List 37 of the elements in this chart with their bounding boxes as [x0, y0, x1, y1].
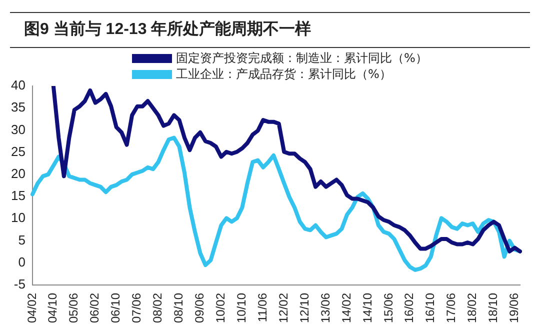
y-tick-label: -5 [14, 276, 26, 292]
x-tick-label: 08/10 [172, 292, 186, 323]
y-tick-label: 15 [10, 188, 26, 204]
x-tick-label: 17/06 [444, 292, 458, 323]
chart-title: 图9 当前与 12-13 年所处产能周期不一样 [10, 12, 530, 48]
x-tick-label: 14/10 [360, 292, 374, 323]
x-tick-label: 10/10 [234, 292, 248, 323]
x-tick-label: 19/06 [507, 292, 522, 323]
y-tick-label: 0 [18, 254, 26, 270]
x-tick-label: 14/02 [339, 292, 354, 323]
y-tick-label: 5 [18, 232, 26, 248]
y-tick-label: 30 [10, 122, 26, 137]
legend-label: 工业企业：产成品存货：累计同比（%） [176, 66, 392, 82]
y-tick-label: 35 [10, 100, 26, 115]
x-tick-label: 12/10 [297, 292, 312, 323]
x-tick-label: 18/02 [465, 292, 480, 323]
x-tick-label: 04/02 [24, 292, 39, 323]
x-tick-label: 06/10 [108, 292, 123, 323]
x-tick-label: 09/06 [192, 292, 207, 323]
x-tick-label: 13/06 [318, 292, 332, 323]
x-tick-label: 18/10 [486, 292, 500, 323]
x-tick-label: 16/10 [423, 292, 438, 323]
x-tick-label: 04/10 [46, 292, 60, 323]
x-tick-label: 07/06 [130, 292, 144, 323]
x-tick-label: 10/02 [214, 292, 228, 323]
x-tick-label: 15/06 [381, 292, 396, 323]
y-tick-label: 10 [10, 210, 26, 226]
y-tick-label: 25 [10, 144, 26, 159]
x-tick-label: 11/06 [255, 292, 270, 322]
x-tick-label: 06/02 [88, 292, 102, 323]
x-tick-label: 16/02 [402, 292, 416, 323]
x-tick-label: 05/06 [66, 292, 81, 323]
y-tick-label: 40 [10, 78, 26, 93]
y-tick-label: 20 [10, 166, 26, 182]
x-tick-label: 08/02 [150, 292, 165, 323]
x-tick-label: 12/02 [276, 292, 290, 323]
legend-label: 固定资产投资完成额：制造业：累计同比（%） [176, 50, 428, 66]
